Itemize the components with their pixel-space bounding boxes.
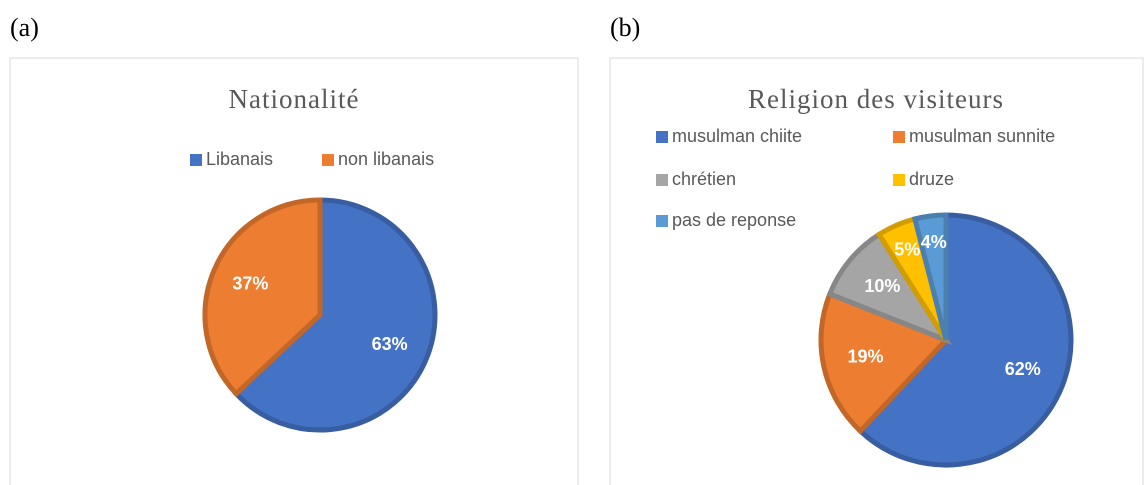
legend-label: non libanais (338, 149, 434, 169)
data-label: 37% (232, 274, 268, 294)
panel-label: (b) (610, 13, 640, 42)
legend-swatch (656, 215, 668, 227)
chart-frame (609, 57, 1144, 485)
pie-slice (911, 212, 949, 341)
legend-swatch (893, 174, 905, 186)
legend-swatch (893, 131, 905, 143)
data-label: 19% (847, 347, 883, 367)
legend-swatch (322, 154, 334, 166)
data-label: 63% (372, 334, 408, 354)
data-label: 4% (921, 232, 947, 252)
legend-swatch (190, 154, 202, 166)
panel-label: (a) (10, 13, 39, 42)
legend-label: pas de reponse (672, 210, 796, 230)
legend-label: musulman sunnite (909, 126, 1055, 146)
pie-slice (232, 197, 438, 433)
chart-title: Religion des visiteurs (748, 84, 1004, 114)
pie-slice (202, 197, 323, 398)
legend-swatch (656, 174, 668, 186)
legend-swatch (656, 131, 668, 143)
legend-label: Libanais (206, 149, 273, 169)
pie-slice (856, 212, 1074, 468)
data-label: 10% (864, 276, 900, 296)
data-label: 62% (1005, 359, 1041, 379)
data-label: 5% (894, 239, 920, 259)
legend-label: musulman chiite (672, 126, 802, 146)
chart-frame (9, 57, 579, 485)
chart-title: Nationalité (229, 84, 360, 114)
legend-label: druze (909, 169, 954, 189)
legend-label: chrétien (672, 169, 736, 189)
